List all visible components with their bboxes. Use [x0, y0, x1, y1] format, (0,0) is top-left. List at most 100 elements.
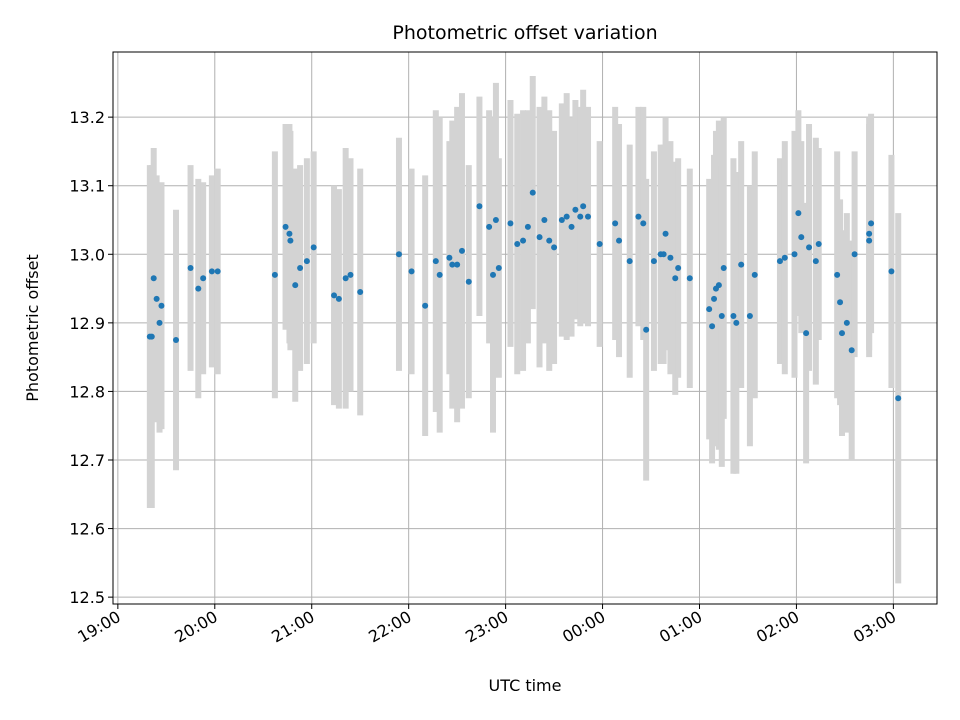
data-point — [730, 313, 736, 319]
y-tick-label: 12.9 — [69, 314, 105, 333]
data-point — [569, 224, 575, 230]
data-point — [572, 207, 578, 213]
data-point — [348, 272, 354, 278]
data-point — [719, 313, 725, 319]
data-point — [466, 279, 472, 285]
data-point — [663, 231, 669, 237]
data-point — [782, 255, 788, 261]
data-point — [635, 214, 641, 220]
data-point — [813, 258, 819, 264]
data-point — [525, 224, 531, 230]
data-point — [331, 292, 337, 298]
data-point — [612, 220, 618, 226]
data-point — [672, 275, 678, 281]
data-point — [195, 286, 201, 292]
data-point — [215, 268, 221, 274]
data-point — [541, 217, 547, 223]
data-point — [292, 282, 298, 288]
data-point — [798, 234, 804, 240]
data-point — [149, 334, 155, 340]
data-point — [733, 320, 739, 326]
data-point — [580, 203, 586, 209]
y-tick-label: 13.0 — [69, 245, 105, 264]
data-point — [173, 337, 179, 343]
data-point — [336, 296, 342, 302]
data-point — [564, 214, 570, 220]
data-point — [343, 275, 349, 281]
data-point — [777, 258, 783, 264]
data-point — [357, 289, 363, 295]
data-point — [530, 190, 536, 196]
data-point — [286, 231, 292, 237]
y-tick-label: 12.8 — [69, 382, 105, 401]
data-point — [849, 347, 855, 353]
data-point — [157, 320, 163, 326]
data-point — [437, 272, 443, 278]
data-point — [490, 272, 496, 278]
data-point — [839, 330, 845, 336]
data-point — [791, 251, 797, 257]
data-point — [895, 395, 901, 401]
x-axis-title: UTC time — [489, 676, 562, 695]
data-point — [454, 262, 460, 268]
data-point — [304, 258, 310, 264]
data-point — [643, 327, 649, 333]
chart: Photometric offset variation 19:00 20:00 2… — [0, 0, 960, 720]
data-point — [844, 320, 850, 326]
data-point — [577, 214, 583, 220]
y-tick-label: 12.5 — [69, 588, 105, 607]
data-point — [852, 251, 858, 257]
data-point — [287, 238, 293, 244]
data-point — [546, 238, 552, 244]
data-point — [667, 255, 673, 261]
data-point — [795, 210, 801, 216]
data-point — [837, 299, 843, 305]
data-point — [537, 234, 543, 240]
data-point — [816, 241, 822, 247]
data-point — [272, 272, 278, 278]
data-point — [409, 268, 415, 274]
data-point — [752, 272, 758, 278]
chart-title: Photometric offset variation — [392, 22, 657, 44]
data-point — [806, 244, 812, 250]
data-point — [283, 224, 289, 230]
data-point — [888, 268, 894, 274]
data-point — [721, 265, 727, 271]
data-point — [311, 244, 317, 250]
y-tick-label: 12.6 — [69, 520, 105, 539]
data-point — [716, 282, 722, 288]
data-point — [585, 214, 591, 220]
data-point — [446, 255, 452, 261]
y-tick-label: 12.7 — [69, 451, 105, 470]
data-point — [616, 238, 622, 244]
data-point — [209, 268, 215, 274]
data-point — [627, 258, 633, 264]
data-point — [747, 313, 753, 319]
data-point — [459, 248, 465, 254]
data-point — [486, 224, 492, 230]
data-point — [188, 265, 194, 271]
data-point — [738, 262, 744, 268]
data-point — [476, 203, 482, 209]
data-point — [706, 306, 712, 312]
data-point — [520, 238, 526, 244]
data-point — [803, 330, 809, 336]
data-point — [597, 241, 603, 247]
data-point — [154, 296, 160, 302]
data-point — [551, 244, 557, 250]
data-point — [866, 231, 872, 237]
data-point — [675, 265, 681, 271]
data-point — [866, 238, 872, 244]
data-point — [514, 241, 520, 247]
data-point — [433, 258, 439, 264]
data-point — [422, 303, 428, 309]
data-point — [200, 275, 206, 281]
data-point — [709, 323, 715, 329]
data-point — [507, 220, 513, 226]
data-point — [651, 258, 657, 264]
y-tick-label: 13.1 — [69, 177, 105, 196]
data-point — [834, 272, 840, 278]
data-point — [711, 296, 717, 302]
data-point — [640, 220, 646, 226]
y-axis-title: Photometric offset — [23, 254, 42, 402]
